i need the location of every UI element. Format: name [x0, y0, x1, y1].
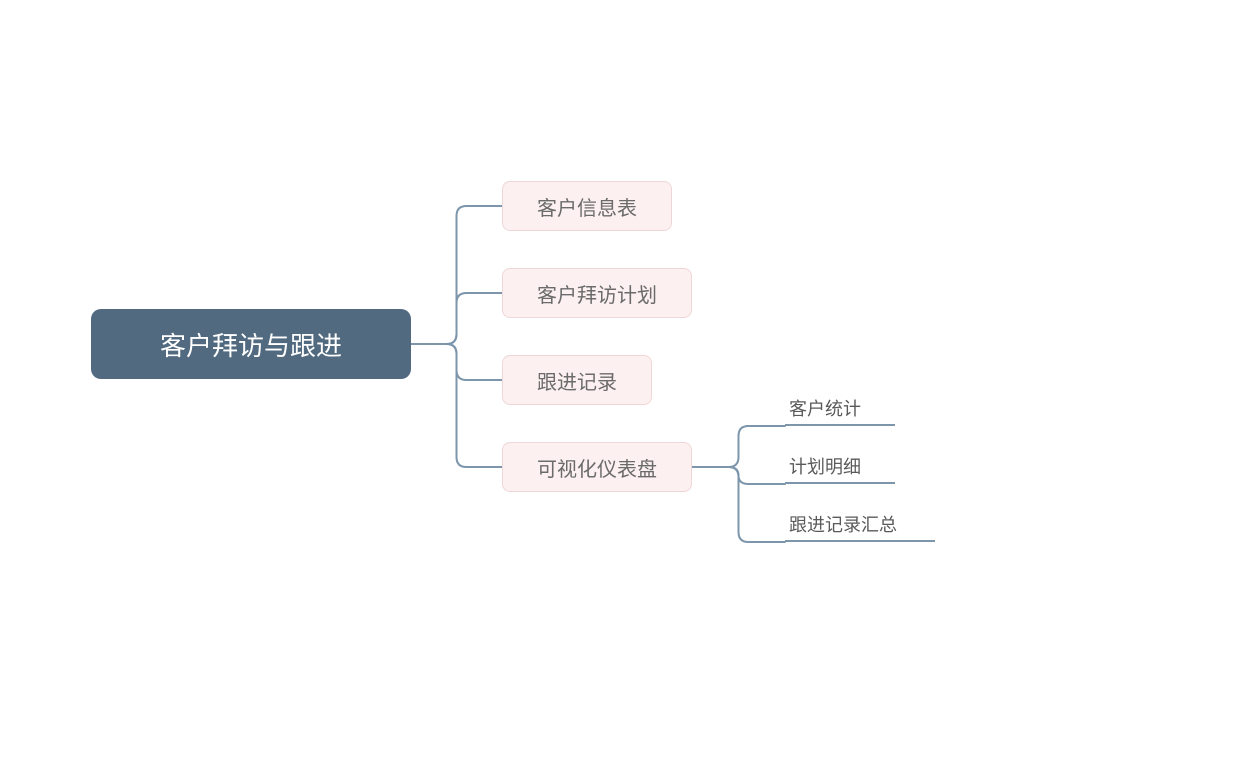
level2-node-follow-summary[interactable]: 跟进记录汇总: [785, 512, 935, 542]
root-node[interactable]: 客户拜访与跟进: [91, 309, 411, 379]
level2-node-plan-detail[interactable]: 计划明细: [785, 454, 895, 484]
level1-node-dashboard[interactable]: 可视化仪表盘: [502, 442, 692, 492]
level1-node-visit-plan[interactable]: 客户拜访计划: [502, 268, 692, 318]
mindmap-canvas: 客户拜访与跟进 客户信息表 客户拜访计划 跟进记录 可视化仪表盘 客户统计 计划…: [0, 0, 1247, 778]
level2-node-customer-stats[interactable]: 客户统计: [785, 396, 895, 426]
level1-node-follow-record[interactable]: 跟进记录: [502, 355, 652, 405]
level1-node-customer-info[interactable]: 客户信息表: [502, 181, 672, 231]
